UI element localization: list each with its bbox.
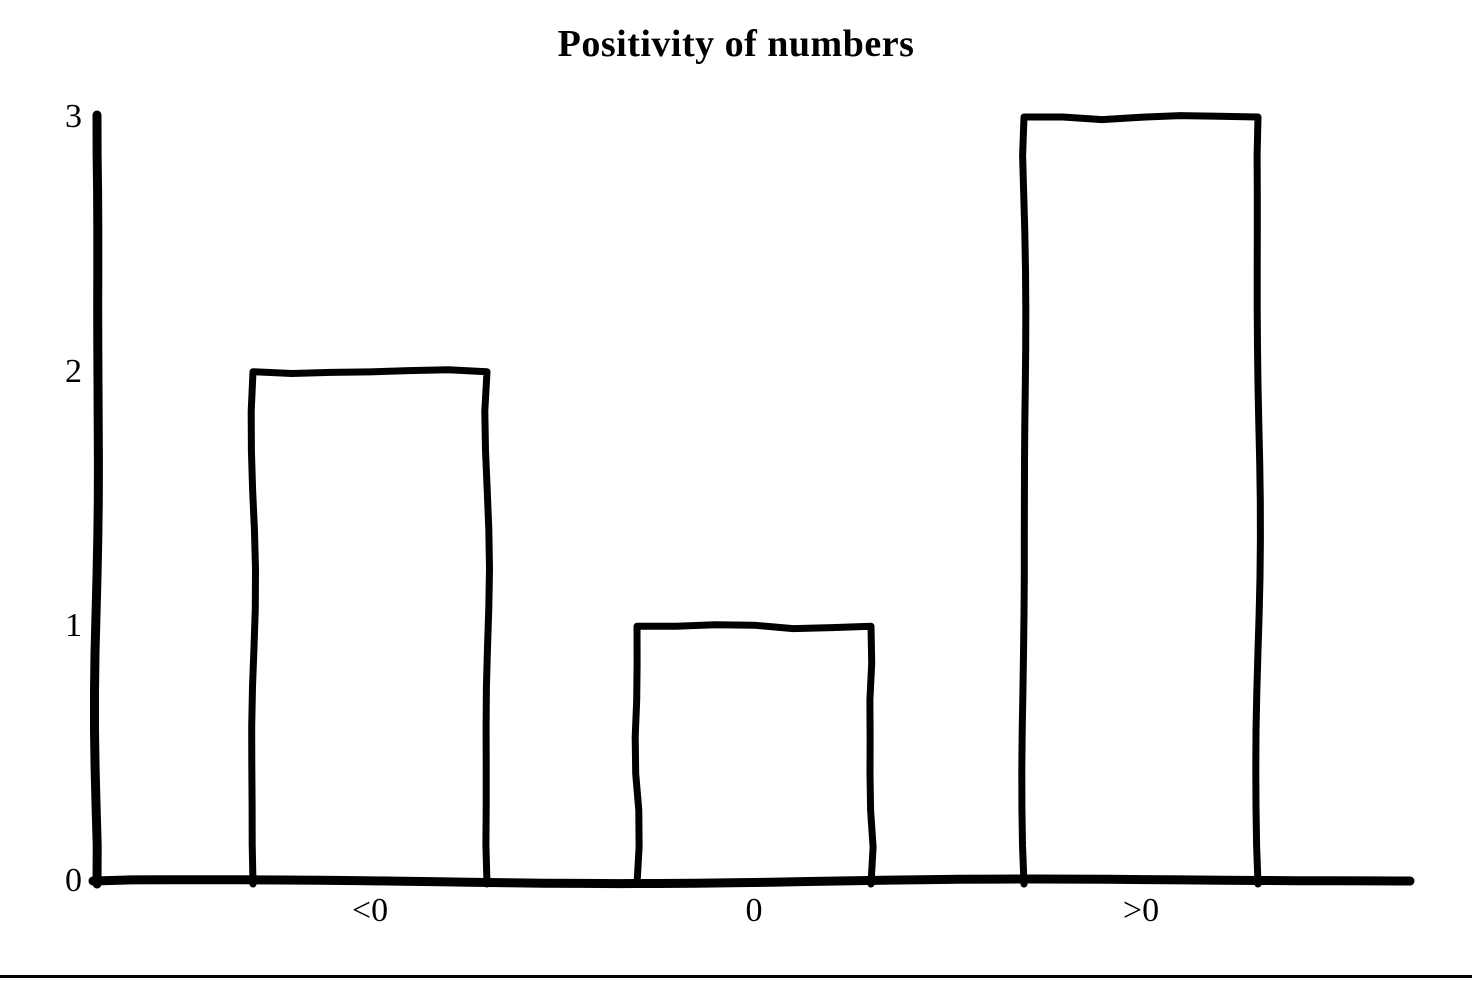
x-tick-label: 0 bbox=[745, 892, 763, 929]
x-tick-label: >0 bbox=[1122, 892, 1160, 929]
y-tick-label: 3 bbox=[65, 98, 82, 135]
x-tick-label: <0 bbox=[351, 892, 389, 929]
chart-title: Positivity of numbers bbox=[557, 23, 915, 65]
y-axis-line bbox=[90, 110, 103, 889]
y-tick-label: 0 bbox=[65, 862, 82, 899]
bar-0 bbox=[247, 366, 493, 888]
bar-1 bbox=[631, 621, 877, 888]
bottom-border-line bbox=[0, 975, 1472, 978]
bar-2 bbox=[1018, 112, 1264, 888]
y-tick-label: 1 bbox=[65, 607, 82, 645]
x-axis-line bbox=[88, 874, 1415, 889]
y-tick-label: 2 bbox=[65, 352, 82, 390]
